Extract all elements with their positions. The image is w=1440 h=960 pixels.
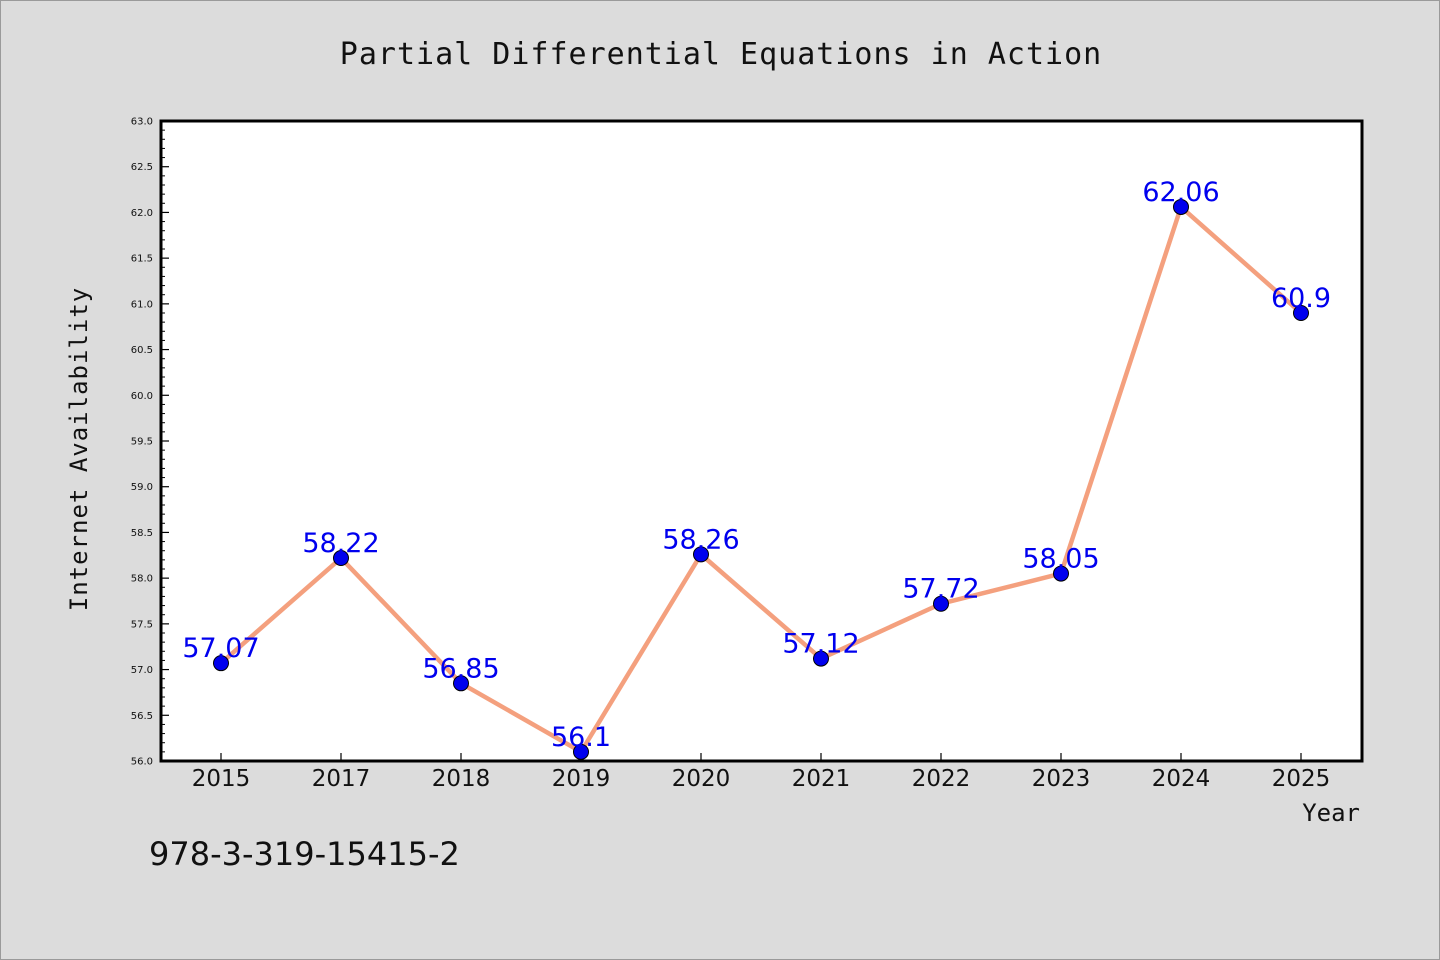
data-label: 56.85 bbox=[422, 653, 499, 684]
y-tick-label: 59.5 bbox=[131, 437, 153, 448]
x-tick-label: 2017 bbox=[312, 766, 371, 792]
data-point bbox=[1053, 565, 1069, 582]
y-tick-label: 60.0 bbox=[131, 391, 153, 402]
x-axis: 2015 2017 2018 2019 2020 2021 2022 2023 2024 2025 bbox=[192, 753, 1331, 792]
data-label: 57.12 bbox=[782, 629, 859, 660]
y-tick-label: 57.0 bbox=[131, 665, 153, 676]
plot-area bbox=[159, 119, 1364, 763]
x-tick-label: 2015 bbox=[192, 766, 251, 792]
y-axis-label: Internet Availability bbox=[65, 287, 93, 611]
y-tick-label: 56.5 bbox=[131, 711, 153, 722]
y-axis: 56.0 56.5 57.0 57.5 58.0 58.5 59.0 59.5 60.0 60.5… bbox=[131, 117, 169, 768]
y-tick-label: 61.0 bbox=[131, 299, 153, 310]
data-labels-group: 57.07 58.22 56.85 56.1 58.26 57.12 57.72 58.05 6… bbox=[182, 177, 1331, 753]
x-tick-label: 2019 bbox=[552, 766, 611, 792]
x-tick-label: 2020 bbox=[672, 766, 731, 792]
data-point bbox=[453, 675, 469, 692]
y-tick-label: 59.0 bbox=[131, 482, 153, 493]
series-points-group bbox=[213, 198, 1309, 760]
x-tick-label: 2018 bbox=[432, 766, 491, 792]
y-tick-label: 62.5 bbox=[131, 162, 153, 173]
x-tick-label: 2021 bbox=[792, 766, 851, 792]
data-label: 58.05 bbox=[1022, 544, 1099, 575]
y-tick-label: 62.0 bbox=[131, 208, 153, 219]
data-label: 57.07 bbox=[182, 633, 259, 664]
data-point bbox=[813, 650, 829, 667]
data-label: 57.72 bbox=[902, 574, 979, 605]
data-point bbox=[1173, 198, 1189, 215]
isbn-footer-text: 978-3-319-15415-2 bbox=[149, 835, 460, 873]
x-tick-label: 2023 bbox=[1032, 766, 1091, 792]
data-label: 56.1 bbox=[551, 722, 611, 753]
y-tick-label: 60.5 bbox=[131, 345, 153, 356]
y-tick-label: 58.0 bbox=[131, 574, 153, 585]
data-point bbox=[693, 546, 709, 563]
data-point bbox=[933, 595, 949, 612]
x-tick-label: 2022 bbox=[912, 766, 971, 792]
y-tick-label: 61.5 bbox=[131, 254, 153, 265]
chart-title: Partial Differential Equations in Action bbox=[340, 37, 1102, 72]
x-axis-label: Year bbox=[1302, 799, 1360, 827]
data-point bbox=[573, 743, 589, 760]
series-line-group bbox=[218, 204, 1304, 755]
data-label: 58.26 bbox=[662, 524, 739, 555]
data-label: 62.06 bbox=[1142, 177, 1219, 208]
data-point bbox=[1293, 305, 1309, 321]
x-tick-label: 2024 bbox=[1152, 766, 1211, 792]
data-label: 58.22 bbox=[302, 528, 379, 559]
y-tick-label: 63.0 bbox=[131, 117, 153, 128]
y-tick-label: 58.5 bbox=[131, 528, 153, 539]
data-point bbox=[333, 550, 349, 567]
y-tick-label: 56.0 bbox=[131, 757, 153, 768]
data-label: 60.9 bbox=[1271, 283, 1331, 314]
y-tick-label: 57.5 bbox=[131, 619, 153, 630]
data-point bbox=[213, 655, 229, 672]
x-tick-label: 2025 bbox=[1272, 766, 1331, 792]
series-line bbox=[218, 204, 1304, 755]
